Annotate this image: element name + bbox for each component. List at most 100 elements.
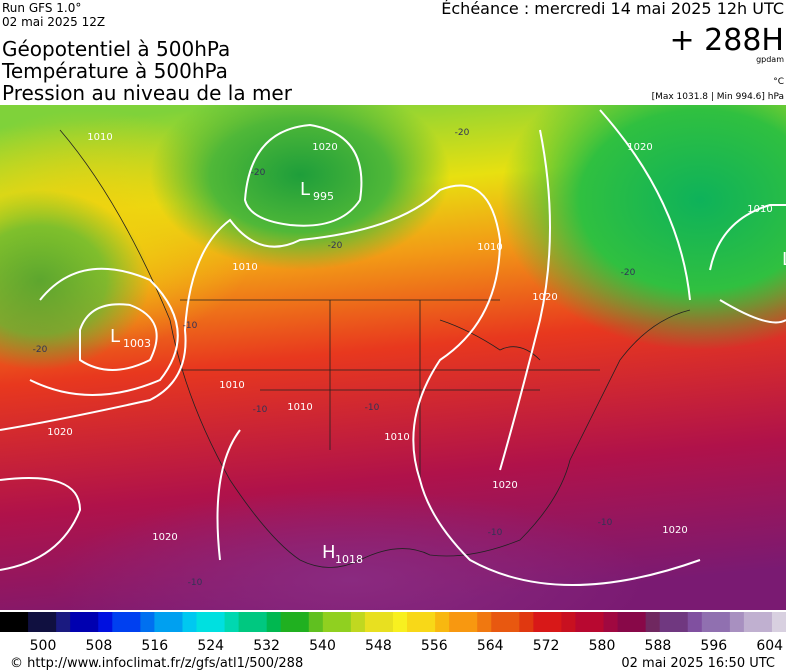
colorbar-swatch [393,612,408,632]
isotherm-label: -10 [365,403,380,413]
pressure-center-letter: H [322,542,336,563]
isobar-label: 1020 [662,525,687,536]
colorbar-swatch [0,612,15,632]
map-field [150,105,450,270]
unit-temperature: °C [773,77,784,87]
isobar-label: 1010 [87,132,112,143]
isotherm-label: -10 [253,405,268,415]
colorbar-swatch [238,612,254,632]
colorbar-swatch [210,612,226,632]
colorbar-swatch [561,612,576,632]
isobar-label: 1010 [232,262,257,273]
colorbar-swatch [603,612,619,632]
isobar-label: 1020 [312,142,337,153]
colorbar-label: 508 [86,638,113,654]
colorbar-swatch [280,612,296,632]
isobar-label: 1010 [384,432,409,443]
colorbar-swatch [687,612,703,632]
colorbar-label: 532 [253,638,280,654]
isotherm-label: -10 [488,528,503,538]
colorbar-swatch [547,612,562,632]
colorbar-swatch [364,612,380,632]
pressure-range: [Max 1031.8 | Min 994.6] hPa [652,92,784,102]
coastlines [59,129,691,568]
colorbar-swatch [673,612,689,632]
colorbar-swatch [126,612,141,632]
colorbar-swatch [729,612,745,632]
title-line: Température à 500hPa [1,59,228,83]
colorbar-label: 604 [756,638,783,654]
pressure-center-value: 1018 [335,553,363,566]
colorbar-swatch [743,612,759,632]
isobar-label: 1020 [492,480,517,491]
isobar-label: 1010 [747,204,772,215]
colorbar-swatch [168,612,183,632]
colorbar-swatch [533,612,548,632]
colorbar-swatch [28,612,43,632]
colorbar-swatch [98,612,113,632]
lead-time: + 288H [670,23,785,58]
colorbar-label: 500 [30,638,57,654]
isobar-label: 1010 [219,380,244,391]
echeance: Échéance : mercredi 14 mai 2025 12h UTC [441,0,784,18]
colorbar-label: 596 [700,638,727,654]
colorbar-swatch [14,612,29,632]
colorbar-swatch [84,612,99,632]
colorbar-swatch [42,612,57,632]
colorbar-swatch [505,612,520,632]
colorbar-label: 524 [197,638,224,654]
colorbar-swatch [322,612,338,632]
isobar-label: 1020 [627,142,652,153]
colorbar-swatch [421,612,436,632]
colorbar-swatch [757,612,773,632]
isotherm-label: -10 [598,518,613,528]
title-line: Géopotentiel à 500hPa [2,37,230,61]
isotherm-label: -10 [183,321,198,331]
pressure-center-value: 995 [313,190,334,203]
isotherm-label: -20 [251,168,266,178]
colorbar-swatch [350,612,366,632]
pressure-center-letter: L [110,326,120,347]
isotherm-label: -20 [33,345,48,355]
isotherm-label: -20 [455,128,470,138]
colorbar-swatch [224,612,240,632]
colorbar-swatch [308,612,324,632]
colorbar-swatch [378,612,394,632]
pressure-center-letter: L [300,179,310,200]
colorbar-swatch [407,612,422,632]
colorbar-swatch [196,612,212,632]
colorbar-swatch [266,612,282,632]
colorbar: 500 508 516 524 532 540 548 556 564 572 580 588 596 6… [0,612,786,654]
colorbar-swatch [294,612,310,632]
colorbar-swatch [252,612,268,632]
colorbar-swatch [701,612,717,632]
isobar-label: 1020 [152,532,177,543]
colorbar-swatch [182,612,197,632]
colorbar-swatch [575,612,590,632]
map-field [0,190,150,370]
colorbar-label: 556 [421,638,448,654]
isotherm-label: -20 [328,241,343,251]
colorbar-label: 580 [589,638,616,654]
pressure-center-letter: L [782,249,786,270]
colorbar-label: 540 [309,638,336,654]
colorbar-swatch [715,612,731,632]
colorbar-swatch [463,612,478,632]
colorbar-swatch [645,612,661,632]
colorbar-swatch [140,612,155,632]
colorbar-label: 548 [365,638,392,654]
isobar-label: 1020 [47,427,72,438]
colorbar-label: 564 [477,638,504,654]
colorbar-label: 572 [533,638,560,654]
colorbar-swatch [617,612,633,632]
colorbar-swatch [477,612,492,632]
isobar-label: 1010 [477,242,502,253]
title-line: Pression au niveau de la mer [2,81,293,105]
colorbar-label: 588 [645,638,672,654]
footer-timestamp: 02 mai 2025 16:50 UTC [621,656,775,671]
colorbar-swatch [659,612,675,632]
colorbar-swatch [56,612,71,632]
unit-geopotential: gpdam [756,55,784,64]
colorbar-swatch [336,612,352,632]
colorbar-swatch [70,612,85,632]
